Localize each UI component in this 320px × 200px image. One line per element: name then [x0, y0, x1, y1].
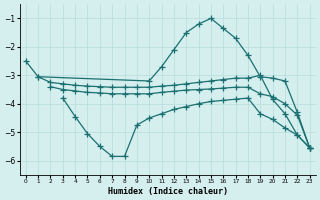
X-axis label: Humidex (Indice chaleur): Humidex (Indice chaleur) [108, 187, 228, 196]
